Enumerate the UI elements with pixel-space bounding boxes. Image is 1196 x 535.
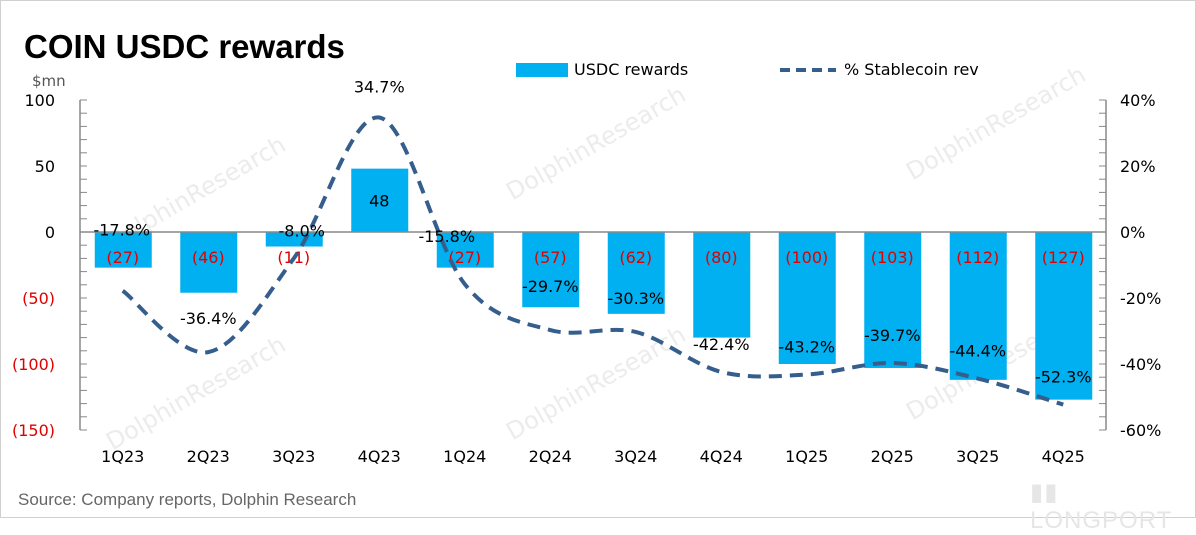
bar: [1035, 232, 1093, 400]
bar: [180, 232, 238, 293]
line-label: -43.2%: [778, 338, 835, 357]
bar-label: (112): [956, 248, 999, 267]
bar: [94, 232, 152, 268]
bar-label: (57): [534, 248, 567, 267]
left-tick-label: (50): [22, 289, 55, 308]
x-tick-label: 3Q23: [272, 447, 315, 466]
bar-label: (27): [448, 248, 481, 267]
watermark: DolphinResearch: [901, 60, 1090, 185]
left-tick-label: 0: [45, 223, 55, 242]
legend-item-line: % Stablecoin rev: [778, 60, 979, 79]
line-label: -42.4%: [693, 335, 750, 354]
legend-bar-swatch: [516, 62, 568, 77]
line-label: -29.7%: [522, 277, 579, 296]
line-label: -44.4%: [949, 342, 1006, 361]
bar: [949, 232, 1007, 380]
x-tick-label: 2Q25: [871, 447, 914, 466]
left-tick-label: (150): [12, 421, 55, 440]
line-label: -30.3%: [607, 289, 664, 308]
bar: [522, 232, 580, 308]
x-tick-label: 1Q25: [785, 447, 828, 466]
x-tick-label: 4Q25: [1042, 447, 1085, 466]
x-tick-label: 4Q23: [358, 447, 401, 466]
legend-bar-label: USDC rewards: [574, 60, 689, 79]
bar: [778, 232, 836, 364]
x-tick-label: 2Q23: [187, 447, 230, 466]
x-tick-label: 3Q24: [614, 447, 657, 466]
bar-label: 48: [369, 191, 389, 210]
chart-title: COIN USDC rewards: [24, 28, 345, 65]
legend-item-bar: USDC rewards: [516, 60, 688, 79]
line-label: 34.7%: [354, 77, 405, 96]
line-label: -52.3%: [1035, 368, 1092, 387]
bar-label: (80): [705, 248, 738, 267]
bar: [693, 232, 751, 338]
left-tick-label: 100: [24, 91, 55, 110]
x-tick-label: 4Q24: [700, 447, 743, 466]
legend-line-swatch: [780, 67, 836, 72]
right-tick-label: 40%: [1120, 91, 1156, 110]
source-note: Source: Company reports, Dolphin Researc…: [18, 490, 357, 509]
bar: [607, 232, 665, 314]
watermark: DolphinResearch: [501, 80, 690, 205]
left-tick-label: (100): [12, 355, 55, 374]
bar-label: (127): [1042, 248, 1085, 267]
stablecoin-line: [121, 115, 1064, 407]
x-tick-label: 3Q25: [956, 447, 999, 466]
line-label: -8.0%: [279, 221, 325, 240]
bar: [351, 168, 409, 232]
bar-label: (103): [871, 248, 914, 267]
bar-label: (46): [192, 248, 225, 267]
right-tick-label: -40%: [1120, 355, 1161, 374]
unit-label: $mn: [32, 72, 66, 90]
bar-label: (62): [619, 248, 652, 267]
line-label: -36.4%: [180, 309, 237, 328]
brand-logo: ▮▮ LONGPORT: [1030, 479, 1173, 534]
chart-plot: DolphinResearch DolphinResearch DolphinRes…: [12, 60, 1161, 466]
line-label: -15.8%: [418, 227, 475, 246]
line-label: -17.8%: [93, 221, 150, 240]
x-tick-label: 1Q24: [443, 447, 486, 466]
right-tick-label: 20%: [1120, 157, 1156, 176]
watermark: DolphinResearch: [501, 320, 690, 445]
right-tick-label: 0%: [1120, 223, 1145, 242]
right-tick-label: -60%: [1120, 421, 1161, 440]
bar: [864, 232, 922, 368]
left-tick-label: 50: [35, 157, 55, 176]
legend-line-label: % Stablecoin rev: [844, 60, 979, 79]
x-tick-label: 1Q23: [101, 447, 144, 466]
bar-label: (100): [785, 248, 828, 267]
x-tick-label: 2Q24: [529, 447, 572, 466]
line-label: -39.7%: [864, 326, 921, 345]
right-tick-label: -20%: [1120, 289, 1161, 308]
bar-label: (27): [106, 248, 139, 267]
